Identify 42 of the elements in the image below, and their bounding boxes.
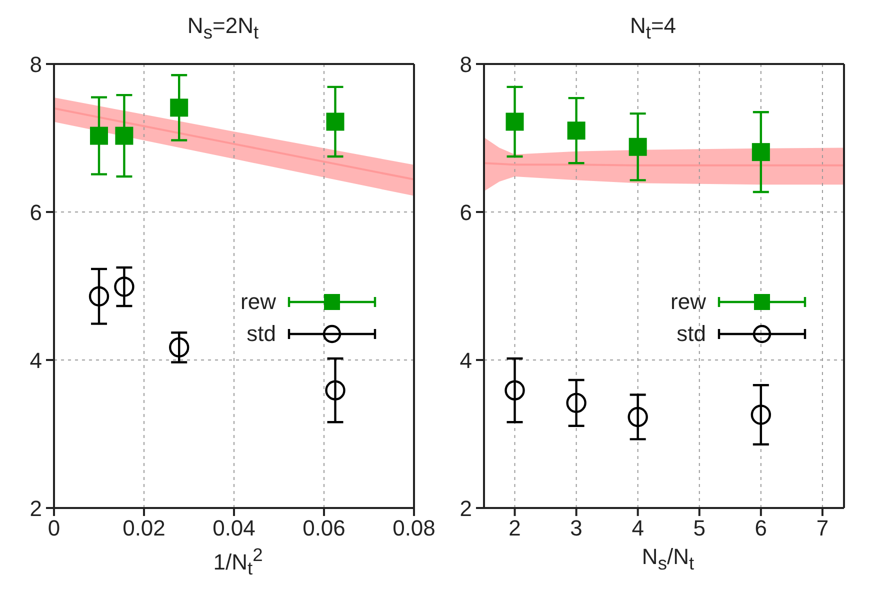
point: [90, 126, 108, 145]
y-tick-label: 4: [30, 348, 42, 373]
x-tick-label: 7: [816, 516, 829, 541]
point: [567, 122, 586, 140]
point: [326, 112, 344, 131]
point: [504, 380, 525, 400]
legend-label: std: [676, 321, 706, 347]
x-axis-title: N$_{s}$/N$_{t}$: [640, 544, 696, 574]
point: [566, 392, 586, 414]
legend-label: rew: [670, 289, 706, 315]
y-tick-label: 6: [30, 200, 42, 225]
point: [752, 143, 770, 162]
y-tick-label: 8: [460, 52, 472, 77]
point: [114, 276, 134, 297]
legend-label: rew: [240, 289, 276, 315]
x-tick-label: 4: [632, 516, 644, 541]
y-tick-label: 8: [30, 52, 42, 77]
x-tick-label: 6: [754, 516, 768, 541]
point: [115, 126, 134, 145]
x-tick-label: 0.08: [392, 516, 436, 541]
point: [750, 404, 772, 425]
y-tick-label: 6: [460, 200, 472, 225]
point: [169, 337, 190, 358]
x-tick-label: 3: [570, 516, 582, 541]
point: [628, 138, 647, 156]
x-tick-label: 0.04: [212, 516, 256, 541]
point: [325, 380, 346, 400]
x-tick-label: 2: [508, 516, 521, 541]
x-tick-label: 0.06: [302, 516, 346, 541]
x-tick-label: 5: [693, 516, 706, 541]
x-tick-label: 0.02: [122, 516, 166, 541]
point: [506, 112, 524, 131]
chart-title: N$_{t}$=4: [628, 12, 678, 44]
y-tick-label: 2: [460, 496, 472, 521]
chart-title: N$_{s}$=2N$_{t}$: [186, 12, 260, 44]
y-tick-label: 4: [460, 348, 472, 373]
point: [170, 98, 188, 117]
x-tick-label: 0: [48, 516, 60, 541]
legend-label: std: [246, 321, 276, 347]
point: [88, 286, 110, 306]
y-tick-label: 2: [30, 496, 42, 521]
point: [628, 406, 648, 428]
